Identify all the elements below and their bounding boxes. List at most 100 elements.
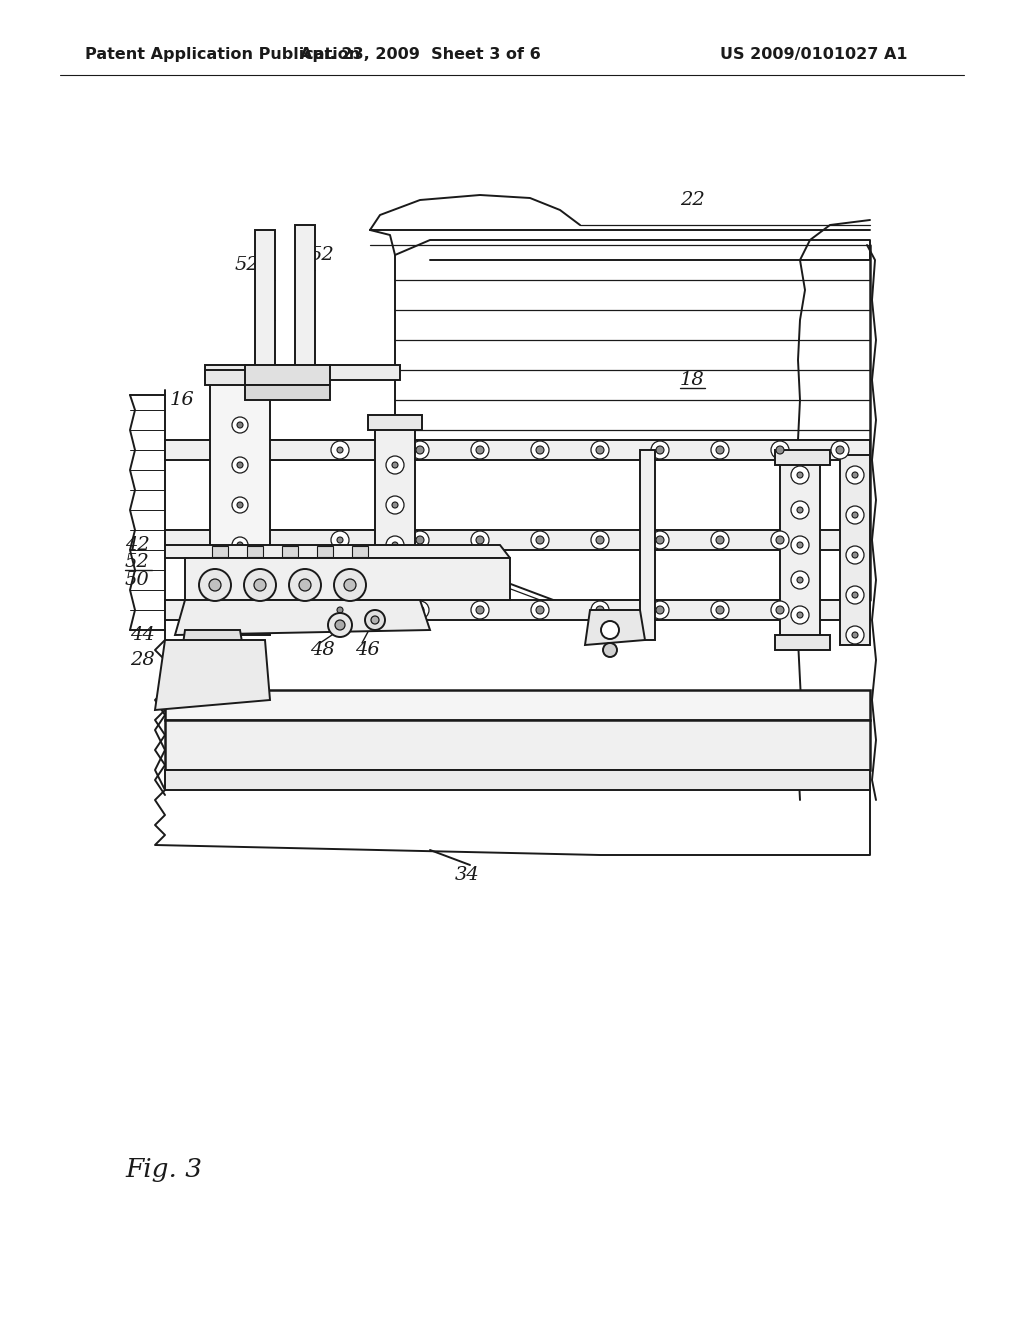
Polygon shape — [210, 375, 270, 635]
Text: 34: 34 — [455, 866, 480, 884]
Circle shape — [416, 536, 424, 544]
Circle shape — [337, 607, 343, 612]
Polygon shape — [245, 366, 330, 385]
Polygon shape — [775, 450, 830, 465]
Circle shape — [846, 586, 864, 605]
Circle shape — [337, 537, 343, 543]
Circle shape — [237, 582, 243, 587]
Circle shape — [232, 577, 248, 593]
Text: 52: 52 — [125, 553, 150, 572]
Circle shape — [852, 512, 858, 517]
Circle shape — [531, 531, 549, 549]
Circle shape — [411, 441, 429, 459]
Circle shape — [591, 601, 609, 619]
Circle shape — [471, 531, 489, 549]
Circle shape — [536, 536, 544, 544]
Circle shape — [846, 506, 864, 524]
Circle shape — [344, 579, 356, 591]
Polygon shape — [165, 601, 870, 620]
Text: 52: 52 — [310, 246, 335, 264]
Polygon shape — [245, 385, 330, 400]
Circle shape — [232, 612, 248, 628]
Polygon shape — [180, 630, 245, 665]
Circle shape — [471, 441, 489, 459]
Circle shape — [797, 473, 803, 478]
Circle shape — [237, 422, 243, 428]
Text: 16: 16 — [170, 391, 195, 409]
Circle shape — [232, 457, 248, 473]
Circle shape — [591, 531, 609, 549]
Circle shape — [392, 543, 398, 548]
Polygon shape — [165, 719, 870, 770]
Circle shape — [846, 546, 864, 564]
Circle shape — [711, 441, 729, 459]
Polygon shape — [368, 414, 422, 430]
Circle shape — [852, 591, 858, 598]
Circle shape — [331, 441, 349, 459]
Circle shape — [656, 536, 664, 544]
Circle shape — [791, 536, 809, 554]
Polygon shape — [165, 690, 870, 719]
Text: Fig. 3: Fig. 3 — [125, 1158, 202, 1183]
Polygon shape — [375, 420, 415, 624]
Circle shape — [411, 601, 429, 619]
Circle shape — [237, 462, 243, 469]
Polygon shape — [185, 558, 510, 601]
Polygon shape — [205, 366, 400, 380]
Circle shape — [716, 446, 724, 454]
Circle shape — [471, 601, 489, 619]
Circle shape — [531, 601, 549, 619]
Circle shape — [386, 536, 404, 554]
Circle shape — [392, 462, 398, 469]
Polygon shape — [640, 450, 655, 640]
Circle shape — [791, 502, 809, 519]
Circle shape — [392, 502, 398, 508]
Circle shape — [209, 579, 221, 591]
Circle shape — [797, 543, 803, 548]
Circle shape — [232, 498, 248, 513]
Circle shape — [331, 531, 349, 549]
Circle shape — [771, 601, 790, 619]
Circle shape — [791, 606, 809, 624]
Polygon shape — [352, 546, 368, 557]
Text: 46: 46 — [355, 642, 380, 659]
Circle shape — [656, 446, 664, 454]
Polygon shape — [165, 440, 870, 459]
Text: 48: 48 — [310, 642, 335, 659]
Polygon shape — [282, 546, 298, 557]
Circle shape — [386, 576, 404, 594]
Polygon shape — [775, 635, 830, 649]
Polygon shape — [255, 230, 275, 370]
Polygon shape — [155, 640, 270, 710]
Polygon shape — [165, 531, 870, 550]
Circle shape — [476, 446, 484, 454]
Text: 42: 42 — [125, 536, 150, 554]
Circle shape — [335, 620, 345, 630]
Circle shape — [603, 643, 617, 657]
Polygon shape — [317, 546, 333, 557]
Circle shape — [651, 601, 669, 619]
Circle shape — [776, 536, 784, 544]
Polygon shape — [780, 455, 820, 640]
Circle shape — [651, 531, 669, 549]
Polygon shape — [165, 545, 510, 558]
Circle shape — [536, 606, 544, 614]
Circle shape — [601, 620, 618, 639]
Circle shape — [596, 446, 604, 454]
Circle shape — [836, 446, 844, 454]
Circle shape — [771, 441, 790, 459]
Circle shape — [232, 537, 248, 553]
Circle shape — [416, 446, 424, 454]
Circle shape — [386, 496, 404, 513]
Circle shape — [365, 610, 385, 630]
Text: 22: 22 — [680, 191, 705, 209]
Circle shape — [337, 447, 343, 453]
Circle shape — [776, 446, 784, 454]
Circle shape — [199, 569, 231, 601]
Circle shape — [237, 543, 243, 548]
Circle shape — [591, 441, 609, 459]
Polygon shape — [205, 370, 275, 385]
Circle shape — [791, 572, 809, 589]
Circle shape — [791, 466, 809, 484]
Text: US 2009/0101027 A1: US 2009/0101027 A1 — [720, 48, 907, 62]
